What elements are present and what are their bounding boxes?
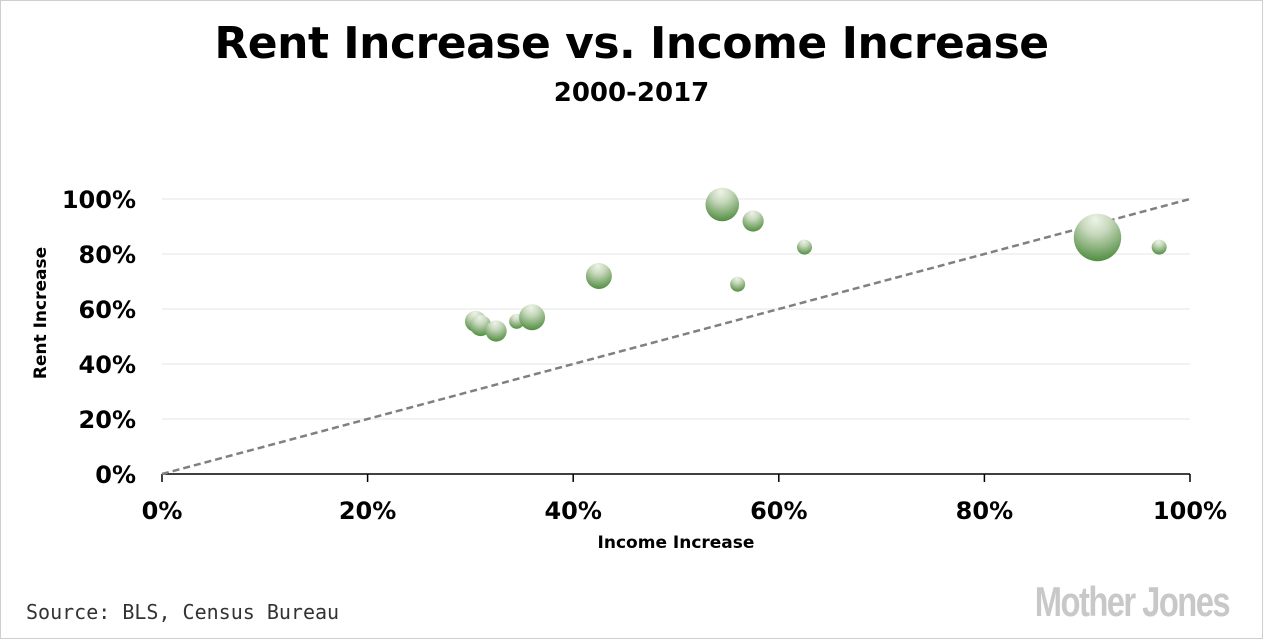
y-tick-label: 80% xyxy=(79,241,136,269)
y-tick-label: 40% xyxy=(79,351,136,379)
y-tick-label: 100% xyxy=(62,186,136,214)
x-tick-label: 100% xyxy=(1153,497,1227,525)
source-note: Source: BLS, Census Bureau xyxy=(26,600,340,624)
x-axis-title: Income Increase xyxy=(598,533,755,553)
x-tick-label: 0% xyxy=(142,497,183,525)
scatter-bubble xyxy=(1151,239,1167,255)
chart-title: Rent Increase vs. Income Increase xyxy=(214,18,1049,69)
reference-line xyxy=(161,197,1191,476)
x-tick-label: 60% xyxy=(750,497,807,525)
scatter-bubble xyxy=(585,263,612,289)
scatter-bubble xyxy=(742,210,764,232)
scatter-bubble xyxy=(485,320,507,342)
y-tick-label: 60% xyxy=(79,296,136,324)
scatter-bubble xyxy=(705,187,740,222)
y-axis-title: Rent Increase xyxy=(31,247,51,379)
publisher-logo: Mother Jones xyxy=(1034,578,1231,625)
x-tick-label: 20% xyxy=(339,497,396,525)
y-tick-label: 0% xyxy=(95,461,136,489)
scatter-bubble xyxy=(1073,213,1122,262)
y-tick-label: 20% xyxy=(79,406,136,434)
scatter-bubble xyxy=(730,276,746,292)
scatter-bubble xyxy=(519,304,546,331)
x-tick-label: 40% xyxy=(544,497,601,525)
scatter-bubble xyxy=(797,239,812,255)
chart-subtitle: 2000-2017 xyxy=(553,78,710,108)
x-tick-label: 80% xyxy=(956,497,1013,525)
